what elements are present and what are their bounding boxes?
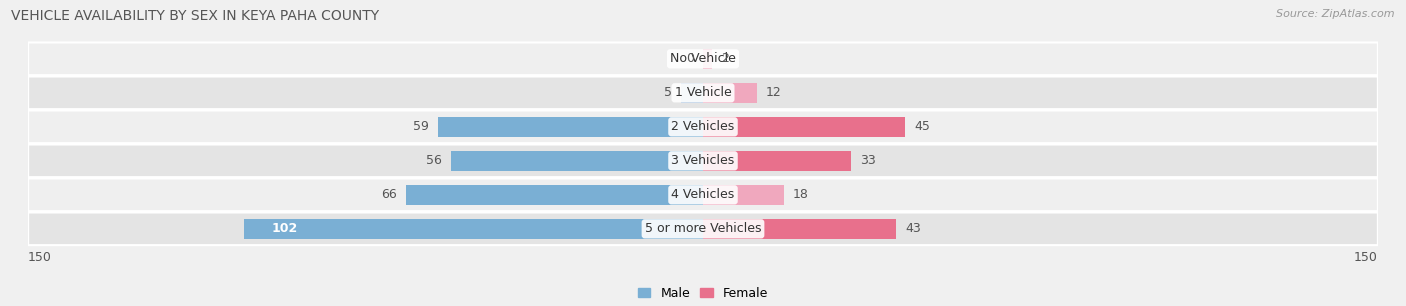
Bar (406, 185, 703, 205)
Bar (703, 117, 905, 137)
Text: 1 Vehicle: 1 Vehicle (675, 86, 731, 99)
FancyBboxPatch shape (28, 178, 1378, 211)
Text: 18: 18 (793, 188, 808, 201)
Text: 56: 56 (426, 154, 441, 167)
FancyBboxPatch shape (28, 212, 1378, 245)
Bar (437, 117, 703, 137)
Bar (703, 218, 897, 239)
Text: Source: ZipAtlas.com: Source: ZipAtlas.com (1277, 9, 1395, 19)
Text: 150: 150 (1354, 251, 1378, 264)
Text: 3 Vehicles: 3 Vehicles (672, 154, 734, 167)
Text: 66: 66 (381, 188, 396, 201)
Text: VEHICLE AVAILABILITY BY SEX IN KEYA PAHA COUNTY: VEHICLE AVAILABILITY BY SEX IN KEYA PAHA… (11, 9, 380, 23)
FancyBboxPatch shape (28, 43, 1378, 75)
Bar (681, 83, 703, 103)
FancyBboxPatch shape (28, 144, 1378, 177)
Legend: Male, Female: Male, Female (633, 282, 773, 305)
Text: 43: 43 (905, 222, 921, 235)
Text: 4 Vehicles: 4 Vehicles (672, 188, 734, 201)
FancyBboxPatch shape (28, 110, 1378, 143)
Bar (245, 218, 703, 239)
Bar (703, 151, 852, 171)
Bar (703, 49, 711, 69)
Bar (451, 151, 703, 171)
Text: No Vehicle: No Vehicle (671, 52, 735, 65)
Text: 45: 45 (914, 120, 931, 133)
Text: 5: 5 (664, 86, 672, 99)
Text: 12: 12 (766, 86, 782, 99)
Text: 2: 2 (721, 52, 728, 65)
Text: 0: 0 (686, 52, 695, 65)
FancyBboxPatch shape (28, 76, 1378, 109)
Text: 33: 33 (860, 154, 876, 167)
Text: 102: 102 (271, 222, 297, 235)
Bar (703, 185, 785, 205)
Text: 2 Vehicles: 2 Vehicles (672, 120, 734, 133)
Bar (703, 83, 756, 103)
Text: 5 or more Vehicles: 5 or more Vehicles (645, 222, 761, 235)
Text: 59: 59 (413, 120, 429, 133)
Text: 150: 150 (28, 251, 52, 264)
